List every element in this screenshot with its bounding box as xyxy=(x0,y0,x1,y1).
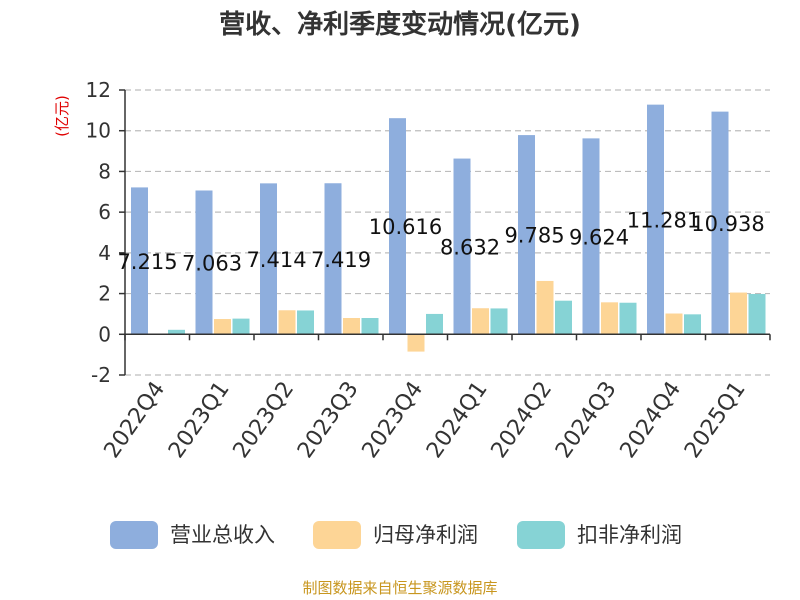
bar-series0-2024Q1 xyxy=(453,158,471,335)
data-label-2024Q3: 9.624 xyxy=(569,225,629,249)
legend-swatch-2 xyxy=(517,521,565,549)
bar-series0-2023Q2 xyxy=(260,183,277,335)
legend-swatch-0 xyxy=(110,521,158,549)
data-label-2022Q4: 7.215 xyxy=(117,250,177,274)
x-tick-label-2024Q2: 2024Q2 xyxy=(487,377,558,463)
bar-series1-2024Q2 xyxy=(536,280,554,335)
data-label-2024Q1: 8.632 xyxy=(440,235,500,259)
data-label-2025Q1: 10.938 xyxy=(691,212,764,236)
bar-series2-2024Q1 xyxy=(490,308,508,335)
bar-series0-2024Q4 xyxy=(647,104,664,335)
bar-series2-2024Q3 xyxy=(619,302,637,335)
data-label-2023Q2: 7.414 xyxy=(246,248,306,272)
bar-series1-2024Q4 xyxy=(665,313,683,335)
x-tick-label-2022Q4: 2022Q4 xyxy=(100,377,171,463)
bar-series1-2023Q4 xyxy=(407,334,425,352)
bar-series2-2025Q1 xyxy=(748,293,766,335)
bar-series2-2023Q2 xyxy=(297,310,314,335)
bar-series1-2024Q3 xyxy=(601,302,618,335)
data-label-2024Q4: 11.281 xyxy=(627,208,700,232)
bar-series0-2024Q2 xyxy=(518,135,535,335)
legend-label-1: 归母净利润 xyxy=(373,523,478,547)
data-label-2024Q2: 9.785 xyxy=(504,224,564,248)
bar-series1-2024Q1 xyxy=(472,308,489,335)
bar-series1-2023Q2 xyxy=(278,310,296,335)
legend-label-0: 营业总收入 xyxy=(170,523,275,547)
bar-series0-2025Q1 xyxy=(711,111,729,335)
y-tick-label-4: 6 xyxy=(98,200,111,224)
x-axis xyxy=(124,333,771,341)
data-label-2023Q3: 7.419 xyxy=(311,248,371,272)
y-tick-label-7: 12 xyxy=(86,78,111,102)
y-tick-label-3: 4 xyxy=(98,241,111,265)
x-tick-label-2023Q2: 2023Q2 xyxy=(229,377,300,463)
chart-title: 营收、净利季度变动情况(亿元) xyxy=(219,9,581,40)
bar-series2-2023Q3 xyxy=(361,318,379,335)
y-tick-label-6: 10 xyxy=(86,119,111,143)
y-axis-ticks: -2 0 2 4 6 8 10 12 xyxy=(86,78,126,387)
x-tick-label-2024Q1: 2024Q1 xyxy=(422,377,493,463)
bar-series1-2025Q1 xyxy=(730,292,747,335)
y-tick-label-2: 2 xyxy=(98,282,111,306)
bar-series0-2022Q4 xyxy=(131,187,148,335)
bar-series2-2024Q2 xyxy=(555,300,572,335)
bar-series1-2023Q3 xyxy=(343,318,360,335)
x-tick-label-2024Q3: 2024Q3 xyxy=(551,377,622,463)
x-tick-label-2023Q1: 2023Q1 xyxy=(164,377,235,463)
x-axis-ticks: 2022Q42023Q12023Q22023Q32023Q42024Q12024… xyxy=(100,377,751,463)
bar-series0-2023Q1 xyxy=(195,190,213,335)
bar-series0-2023Q4 xyxy=(389,118,406,335)
source-note: 制图数据来自恒生聚源数据库 xyxy=(302,579,497,597)
x-tick-label-2024Q4: 2024Q4 xyxy=(616,377,687,463)
legend-swatch-1 xyxy=(313,521,361,549)
legend: 营业总收入 归母净利润 扣非净利润 xyxy=(110,521,682,549)
bar-series0-2024Q3 xyxy=(582,138,600,335)
x-tick-label-2025Q1: 2025Q1 xyxy=(680,377,751,463)
y-tick-label-0: -2 xyxy=(91,363,111,387)
bar-series1-2023Q1 xyxy=(214,319,231,335)
x-tick-label-2023Q4: 2023Q4 xyxy=(358,377,429,463)
y-axis-unit: (亿元) xyxy=(53,95,71,137)
data-label-2023Q1: 7.063 xyxy=(182,251,242,275)
bar-series0-2023Q3 xyxy=(324,183,342,335)
bar-series2-2023Q4 xyxy=(426,313,443,335)
bar-series2-2023Q1 xyxy=(232,318,250,335)
bar-series2-2022Q4 xyxy=(168,329,185,335)
data-label-2023Q4: 10.616 xyxy=(369,215,442,239)
y-tick-label-5: 8 xyxy=(98,159,111,183)
x-tick-label-2023Q3: 2023Q3 xyxy=(293,377,364,463)
bars xyxy=(131,104,766,352)
legend-label-2: 扣非净利润 xyxy=(577,523,682,547)
y-tick-label-1: 0 xyxy=(98,322,111,346)
bar-series2-2024Q4 xyxy=(684,314,701,335)
